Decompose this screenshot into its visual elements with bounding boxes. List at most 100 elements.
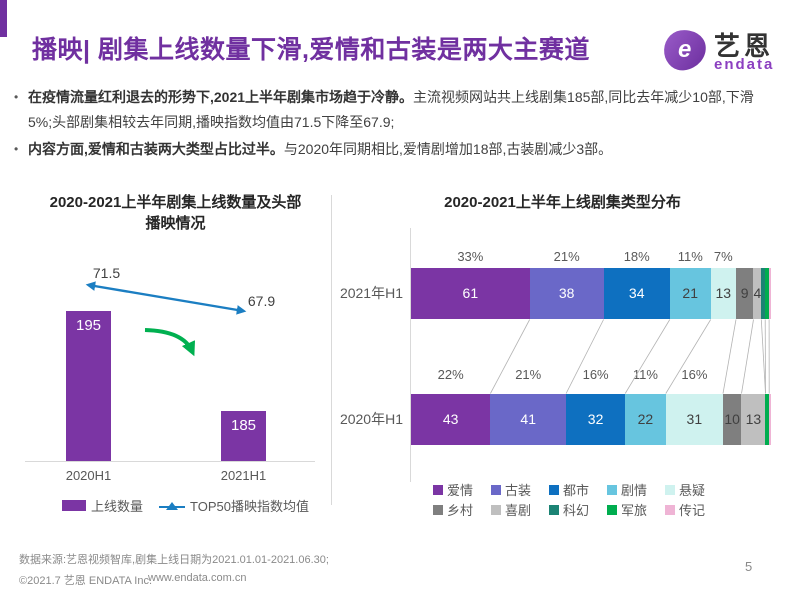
bullet-text: 主流视频网站共上线剧集185部,同比去年减少10部,下滑5%;头部剧集相较去年同… [28,89,754,130]
percent-label: 33% [457,249,484,264]
legend-swatch [491,484,501,495]
legend-item-传记: 传记 [665,500,723,519]
legend-item-喜剧: 喜剧 [491,500,549,519]
legend-item-悬疑: 悬疑 [665,480,723,499]
legend-swatch [607,504,617,515]
legend-item-bar-series: 上线数量 [62,496,143,515]
legend-label: 上线数量 [91,499,144,514]
title-accent-bar [0,0,7,37]
segment-喜剧: 4 [753,268,761,319]
right-chart-legend-row: 爱情 古装 都市 剧情 悬疑 [433,480,723,499]
legend-label: 乡村 [447,503,474,518]
left-chart-legend: 上线数量 TOP50播映指数均值 [62,496,309,515]
series-connector-lines [490,319,770,394]
segment-古装: 38 [529,268,604,319]
segment-军旅 [765,268,769,319]
percent-label: 22% [437,367,464,382]
legend-label: 军旅 [621,503,648,518]
percent-label: 18% [623,249,650,264]
charts-divider [331,195,332,505]
percent-label: 7% [713,249,733,264]
right-chart-title: 2020-2021上半年上线剧集类型分布 [444,194,681,211]
legend-item-古装: 古装 [491,480,549,499]
legend-item-都市: 都市 [549,480,607,499]
bullet-dot: • [14,142,19,156]
legend-line-marker-icon [159,501,186,510]
line-point-label: 67.9 [247,293,276,309]
percent-label: 16% [582,367,609,382]
legend-item-军旅: 军旅 [607,500,665,519]
legend-swatch [607,484,617,495]
trend-down-arrow [144,328,196,357]
logo-brand-en: endata [714,56,775,73]
legend-swatch [433,504,443,515]
endata-logo: e 艺恩 endata [661,27,794,74]
segment-传记 [769,394,771,445]
category-label: 2021年H1 [339,285,403,301]
stacked-bar-2020年H1: 43 41 32 22 31 10 13 [411,394,771,445]
logo-e-glyph: e [678,36,692,64]
segment-古装: 41 [490,394,567,445]
page-number: 5 [745,559,753,574]
bullet-text: 与2020年同期相比,爱情剧增加18部,古装剧减少3部。 [283,141,613,157]
segment-都市: 34 [603,268,670,319]
segment-剧情: 21 [669,268,711,319]
footer-copyright: ©2021.7 艺恩 ENDATA Inc. [19,575,153,587]
page-title: 播映| 剧集上线数量下滑,爱情和古装是两大主赛道 [32,36,590,64]
percent-label: 21% [553,249,580,264]
bullet-item: • 内容方面,爱情和古装两大类型占比过半。与2020年同期相比,爱情剧增加18部,… [14,137,774,162]
right-chart-genre-distribution: 2020-2021上半年上线剧集类型分布 2021年H1 61 38 34 21 13 9 4… [330,190,795,535]
legend-item-爱情: 爱情 [433,480,491,499]
legend-label: 悬疑 [679,483,706,498]
segment-爱情: 43 [411,394,491,445]
percent-label: 11% [677,249,703,264]
legend-label: 喜剧 [505,503,532,518]
footer-website-link[interactable]: www.endata.com.cn [148,572,247,584]
segment-悬疑: 13 [710,268,736,319]
left-chart-volume-index: 2020-2021上半年剧集上线数量及头部播映情况 195 2020H1 185 20… [20,190,330,535]
legend-item-line-series: TOP50播映指数均值 [159,496,309,515]
legend-swatch [433,484,443,495]
legend-swatch [665,484,675,495]
legend-item-乡村: 乡村 [433,500,491,519]
segment-剧情: 22 [625,394,666,445]
segment-科幻 [761,268,766,319]
left-chart-title: 2020-2021上半年剧集上线数量及头部播映情况 [49,194,302,232]
right-chart-y-axis [410,228,411,482]
logo-brand-cn: 艺恩 [714,31,775,61]
bar-2021H1: 185 [221,411,266,461]
bullet-bold-text: 内容方面,爱情和古装两大类型占比过半。 [28,141,284,157]
bar-2020H1: 195 [66,311,111,461]
percent-label: 16% [681,367,708,382]
segment-爱情: 61 [411,268,530,319]
legend-label: 剧情 [621,483,648,498]
footer-data-source: 数据来源:艺恩视频智库,剧集上线日期为2021.01.01-2021.06.30… [19,554,329,566]
x-axis-label: 2020H1 [65,468,112,483]
bar-value-label: 185 [230,417,257,434]
bar-value-label: 195 [75,317,102,334]
bullet-dot: • [14,90,19,104]
legend-swatch [549,504,559,515]
legend-swatch [491,504,501,515]
legend-label: 都市 [563,483,590,498]
segment-乡村: 9 [735,268,754,319]
x-axis-label: 2021H1 [220,468,267,483]
endata-logo-icon: e [661,27,709,73]
bullet-bold-text: 在疫情流量红利退去的形势下,2021上半年剧集市场趋于冷静。 [28,89,414,105]
legend-item-科幻: 科幻 [549,500,607,519]
legend-item-剧情: 剧情 [607,480,665,499]
segment-喜剧: 13 [741,394,766,445]
legend-label: TOP50播映指数均值 [190,499,309,514]
legend-swatch [62,500,86,511]
category-label: 2020年H1 [339,411,403,427]
legend-swatch [549,484,559,495]
top50-index-line [85,281,247,315]
segment-悬疑: 31 [665,394,723,445]
percent-label: 11% [632,367,658,382]
line-point-label: 71.5 [92,265,121,281]
legend-label: 爱情 [447,483,474,498]
segment-都市: 32 [566,394,626,445]
percent-label: 21% [515,367,542,382]
segment-军旅 [765,394,770,445]
left-chart-x-axis [25,461,315,462]
